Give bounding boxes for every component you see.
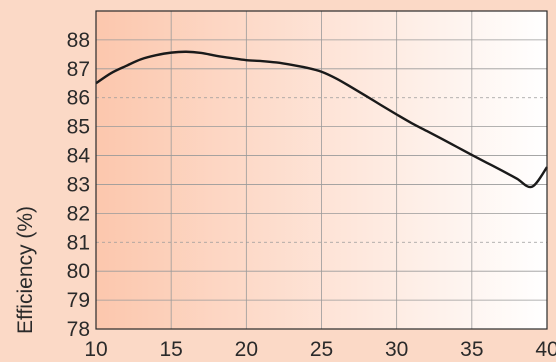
y-tick-label: 78: [67, 318, 90, 341]
x-tick-label: 25: [310, 338, 333, 361]
y-tick-label: 85: [67, 116, 90, 139]
x-tick-label: 30: [385, 338, 408, 361]
x-tick-label: 40: [535, 338, 556, 361]
x-tick-label: 15: [159, 338, 182, 361]
y-tick-label: 87: [67, 58, 90, 81]
y-tick-labels: 78 79 80 81 82 83 84 85 86 87 88: [67, 29, 91, 341]
y-tick-label: 82: [67, 202, 90, 225]
y-tick-label: 86: [67, 87, 90, 110]
y-tick-label: 79: [67, 289, 90, 312]
x-tick-label: 20: [235, 338, 258, 361]
y-tick-label: 84: [67, 145, 91, 168]
y-axis-label: Efficiency (%): [14, 206, 37, 334]
efficiency-series-line: [95, 50, 548, 189]
series-layer: [95, 50, 548, 189]
y-tick-label: 83: [67, 173, 90, 196]
x-tick-label: 10: [84, 338, 107, 361]
y-tick-label: 88: [67, 29, 90, 52]
x-tick-label: 35: [460, 338, 483, 361]
plot-frame: [95, 10, 548, 330]
y-tick-label: 80: [67, 260, 90, 283]
x-tick-labels: 10 15 20 25 30 35 40: [84, 338, 556, 361]
y-tick-label: 81: [67, 231, 90, 254]
